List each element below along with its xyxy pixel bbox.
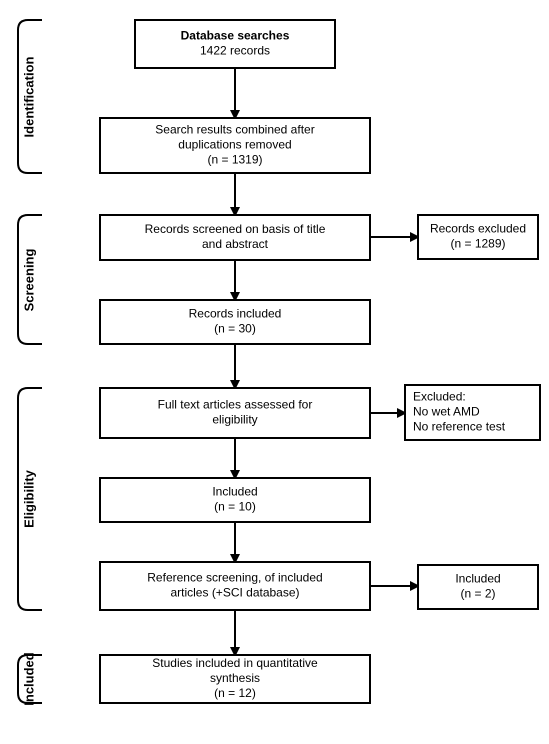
prisma-flowchart: Database searches1422 records Search resu… (0, 0, 549, 744)
box-text: Included (212, 485, 257, 499)
box-text: (n = 10) (214, 500, 256, 514)
box-text: Records included (189, 307, 282, 321)
box-text: Records excluded (430, 222, 526, 236)
box-text: Search results combined after (155, 123, 314, 137)
stage-label: Screening (21, 249, 36, 312)
box-text: Included (455, 572, 500, 586)
stage-label: Eligibility (21, 469, 36, 528)
box-text: (n = 1319) (207, 153, 262, 167)
box-text: Reference screening, of included (147, 571, 322, 585)
box-text: No reference test (413, 420, 506, 434)
box-text: (n = 1289) (450, 237, 505, 251)
box-text: synthesis (210, 671, 260, 685)
flow-boxes: Database searches1422 records Search resu… (100, 20, 540, 703)
box-text: No wet AMD (413, 405, 480, 419)
box-text: 1422 records (200, 44, 270, 58)
box-text: Records screened on basis of title (145, 222, 326, 236)
box-text: Database searches (181, 29, 290, 43)
box-text: Studies included in quantitative (152, 656, 318, 670)
box-text: (n = 30) (214, 322, 256, 336)
box-text: Excluded: (413, 390, 466, 404)
stage-label: Included (21, 652, 36, 706)
box-text: (n = 12) (214, 686, 256, 700)
box-text: duplications removed (178, 138, 291, 152)
box-text: and abstract (202, 237, 269, 251)
box-text: Full text articles assessed for (158, 398, 313, 412)
stage-label: Identification (21, 56, 36, 137)
box-text: articles (+SCI database) (170, 586, 299, 600)
box-text: (n = 2) (460, 587, 495, 601)
box-text: eligibility (212, 413, 257, 427)
